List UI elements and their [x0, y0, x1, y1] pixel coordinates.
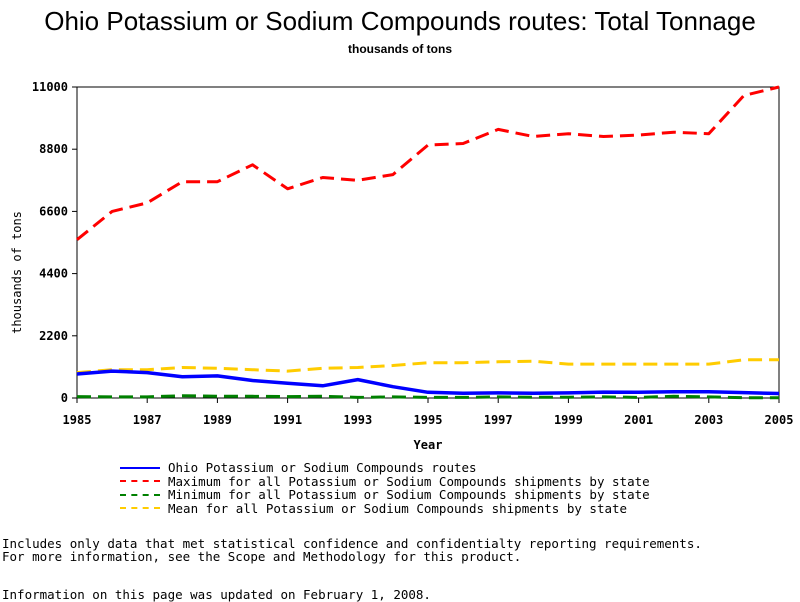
- legend-swatch-minimum: [120, 493, 160, 496]
- series-line-ohio: [76, 369, 780, 396]
- legend-label-ohio: Ohio Potassium or Sodium Compounds route…: [168, 460, 477, 475]
- x-tick-label-6: 1997: [484, 413, 513, 427]
- x-tick-label-4: 1993: [343, 413, 372, 427]
- legend-item-minimum: Minimum for all Potassium or Sodium Comp…: [120, 488, 650, 502]
- legend-item-maximum: Maximum for all Potassium or Sodium Comp…: [120, 473, 650, 489]
- x-tick-label-10: 2005: [765, 413, 794, 427]
- legend-item-ohio: Ohio Potassium or Sodium Compounds route…: [120, 461, 650, 475]
- y-tick-label-2: 4400: [39, 267, 68, 281]
- legend-label-mean: Mean for all Potassium or Sodium Compoun…: [168, 500, 628, 516]
- legend-swatch-mean: [120, 507, 160, 510]
- y-tick-label-0: 0: [61, 391, 68, 405]
- x-tick-label-3: 1991: [273, 413, 302, 427]
- legend-item-mean: Mean for all Potassium or Sodium Compoun…: [120, 500, 650, 516]
- y-tick-label-3: 6600: [39, 204, 68, 218]
- x-tick-label-5: 1995: [414, 413, 443, 427]
- chart-legend: Ohio Potassium or Sodium Compounds route…: [120, 461, 650, 515]
- note-more-info: For more information, see the Scope and …: [2, 549, 522, 564]
- chart-plot: 0 2200 4400 6600 8800 11000 1985 1987 1989 1991 19…: [10, 80, 794, 452]
- series-line-mean: [76, 358, 779, 375]
- note-confidence: Includes only data that met statistical …: [2, 536, 702, 551]
- x-tick-label-2: 1989: [203, 413, 232, 427]
- y-axis-label: thousands of tons: [10, 211, 24, 334]
- x-tick-label-7: 1999: [554, 413, 583, 427]
- y-tick-label-4: 8800: [39, 142, 68, 156]
- x-tick-label-9: 2003: [694, 413, 723, 427]
- legend-label-minimum: Minimum for all Potassium or Sodium Comp…: [168, 487, 650, 502]
- y-tick-label-1: 2200: [39, 329, 68, 343]
- chart-title: Ohio Potassium or Sodium Compounds route…: [44, 6, 756, 36]
- x-axis-label: Year: [414, 438, 443, 452]
- x-tick-label-0: 1985: [63, 413, 92, 427]
- x-tick-label-8: 2001: [624, 413, 653, 427]
- legend-swatch-ohio: [120, 466, 160, 469]
- legend-label-maximum: Maximum for all Potassium or Sodium Comp…: [168, 473, 650, 489]
- note-updated: Information on this page was updated on …: [2, 587, 431, 602]
- series-line-minimum: [76, 394, 779, 400]
- x-tick-label-1: 1987: [133, 413, 162, 427]
- series-line-maximum: [76, 85, 780, 241]
- chart-subtitle: thousands of tons: [348, 42, 452, 56]
- legend-swatch-maximum: [120, 480, 160, 483]
- y-tick-label-5: 11000: [32, 80, 68, 94]
